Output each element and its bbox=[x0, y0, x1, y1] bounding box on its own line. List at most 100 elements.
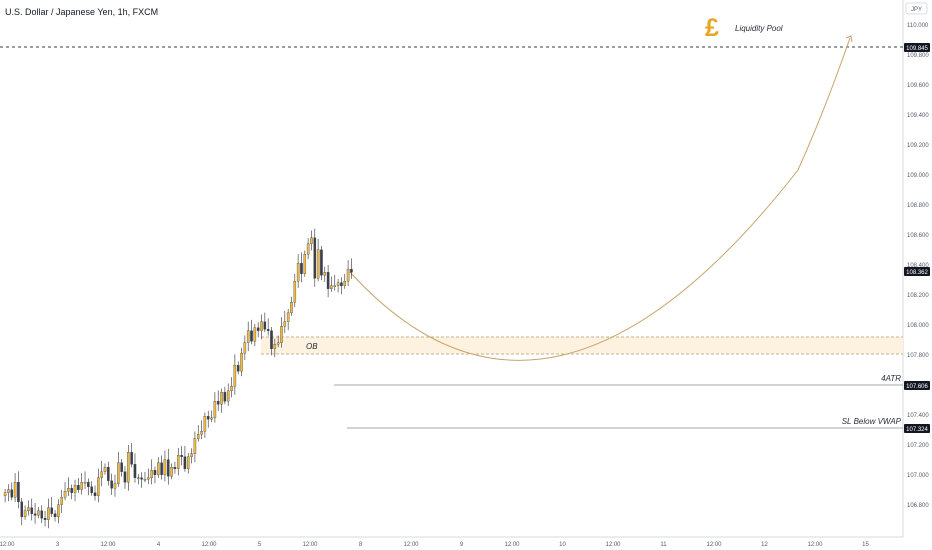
candle-up[interactable] bbox=[210, 417, 213, 420]
candle-down[interactable] bbox=[266, 329, 270, 331]
candle-up[interactable] bbox=[260, 321, 263, 331]
candle-down[interactable] bbox=[180, 455, 183, 457]
candle-up[interactable] bbox=[143, 479, 147, 481]
candle-down[interactable] bbox=[167, 459, 170, 477]
candle-up[interactable] bbox=[113, 483, 117, 489]
candle-up[interactable] bbox=[276, 342, 280, 345]
candle-up[interactable] bbox=[57, 504, 60, 517]
candle-up[interactable] bbox=[63, 491, 67, 498]
candle-down[interactable] bbox=[313, 237, 317, 279]
candle-up[interactable] bbox=[336, 282, 340, 286]
candle-down[interactable] bbox=[140, 477, 143, 480]
candle-down[interactable] bbox=[17, 482, 20, 502]
candle-down[interactable] bbox=[130, 452, 133, 465]
candle-up[interactable] bbox=[60, 497, 63, 505]
candle-down[interactable] bbox=[270, 330, 273, 349]
candle-down[interactable] bbox=[20, 501, 23, 517]
candle-up[interactable] bbox=[27, 507, 30, 511]
candle-up[interactable] bbox=[296, 263, 300, 282]
candle-up[interactable] bbox=[316, 249, 320, 279]
candle-up[interactable] bbox=[150, 470, 153, 478]
candle-up[interactable] bbox=[346, 269, 350, 282]
candle-down[interactable] bbox=[256, 327, 260, 331]
candle-up[interactable] bbox=[306, 243, 310, 255]
candle-up[interactable] bbox=[233, 365, 237, 387]
candle-up[interactable] bbox=[190, 453, 193, 457]
candle-up[interactable] bbox=[186, 456, 190, 469]
candle-down[interactable] bbox=[107, 467, 110, 481]
candle-down[interactable] bbox=[300, 263, 303, 274]
candle-up[interactable] bbox=[37, 510, 40, 516]
candle-up[interactable] bbox=[226, 390, 230, 402]
candle-down[interactable] bbox=[223, 392, 227, 402]
candle-down[interactable] bbox=[340, 282, 343, 286]
candle-up[interactable] bbox=[310, 237, 313, 244]
candle-up[interactable] bbox=[157, 462, 160, 475]
candle-down[interactable] bbox=[250, 330, 253, 342]
candle-up[interactable] bbox=[273, 344, 277, 349]
candle-up[interactable] bbox=[330, 285, 333, 289]
candle-up[interactable] bbox=[200, 431, 203, 435]
candle-down[interactable] bbox=[30, 507, 33, 514]
candle-up[interactable] bbox=[117, 462, 120, 484]
projection-curve[interactable] bbox=[349, 37, 851, 361]
candle-up[interactable] bbox=[246, 330, 250, 343]
candle-up[interactable] bbox=[13, 482, 17, 498]
order-block-zone[interactable] bbox=[261, 337, 903, 354]
candle-up[interactable] bbox=[283, 321, 287, 327]
candle-up[interactable] bbox=[203, 416, 207, 432]
candle-down[interactable] bbox=[90, 486, 93, 493]
candle-up[interactable] bbox=[240, 353, 243, 372]
candle-up[interactable] bbox=[193, 438, 197, 454]
candle-up[interactable] bbox=[67, 488, 70, 492]
price-axis[interactable]: JPY 110.000109.800109.600109.400109.2001… bbox=[902, 0, 929, 537]
candle-up[interactable] bbox=[7, 489, 10, 493]
candle-up[interactable] bbox=[103, 467, 107, 472]
candle-down[interactable] bbox=[183, 456, 187, 469]
candle-up[interactable] bbox=[303, 254, 307, 274]
candle-down[interactable] bbox=[87, 482, 90, 487]
candle-up[interactable] bbox=[243, 342, 247, 354]
candle-down[interactable] bbox=[206, 416, 210, 420]
candle-down[interactable] bbox=[53, 513, 57, 517]
candle-down[interactable] bbox=[320, 249, 323, 276]
candle-down[interactable] bbox=[43, 518, 47, 520]
candle-down[interactable] bbox=[77, 485, 80, 490]
candle-down[interactable] bbox=[40, 510, 43, 519]
candle-down[interactable] bbox=[153, 470, 157, 475]
candle-down[interactable] bbox=[173, 467, 177, 469]
candle-up[interactable] bbox=[23, 510, 27, 517]
candle-down[interactable] bbox=[110, 480, 113, 489]
candle-up[interactable] bbox=[253, 327, 257, 342]
candle-up[interactable] bbox=[290, 302, 293, 313]
candle-up[interactable] bbox=[3, 492, 7, 496]
candle-down[interactable] bbox=[33, 513, 37, 516]
candle-up[interactable] bbox=[47, 507, 50, 520]
candle-up[interactable] bbox=[196, 434, 200, 439]
candle-down[interactable] bbox=[216, 401, 220, 405]
candle-up[interactable] bbox=[73, 485, 77, 493]
candle-up[interactable] bbox=[163, 459, 167, 475]
candle-up[interactable] bbox=[80, 482, 83, 490]
candle-down[interactable] bbox=[70, 488, 73, 493]
candle-up[interactable] bbox=[177, 455, 180, 469]
candle-down[interactable] bbox=[10, 489, 14, 498]
candle-down[interactable] bbox=[50, 507, 53, 514]
candle-up[interactable] bbox=[333, 285, 337, 287]
candle-up[interactable] bbox=[213, 401, 217, 418]
candle-down[interactable] bbox=[133, 464, 137, 478]
candle-up[interactable] bbox=[83, 482, 87, 484]
candle-up[interactable] bbox=[286, 312, 290, 322]
candle-up[interactable] bbox=[147, 477, 150, 480]
candles[interactable] bbox=[3, 228, 353, 529]
candle-down[interactable] bbox=[326, 272, 330, 289]
candle-up[interactable] bbox=[170, 467, 173, 477]
candle-up[interactable] bbox=[97, 477, 100, 496]
candle-down[interactable] bbox=[120, 462, 123, 472]
time-axis[interactable]: 12:00 3 12:00 4 12:00 5 12:00 8 12:00 9 12:00 10 12:… bbox=[0, 536, 903, 548]
candle-down[interactable] bbox=[236, 365, 240, 372]
candle-up[interactable] bbox=[293, 281, 297, 303]
candle-down[interactable] bbox=[93, 492, 97, 496]
candle-up[interactable] bbox=[343, 281, 347, 286]
